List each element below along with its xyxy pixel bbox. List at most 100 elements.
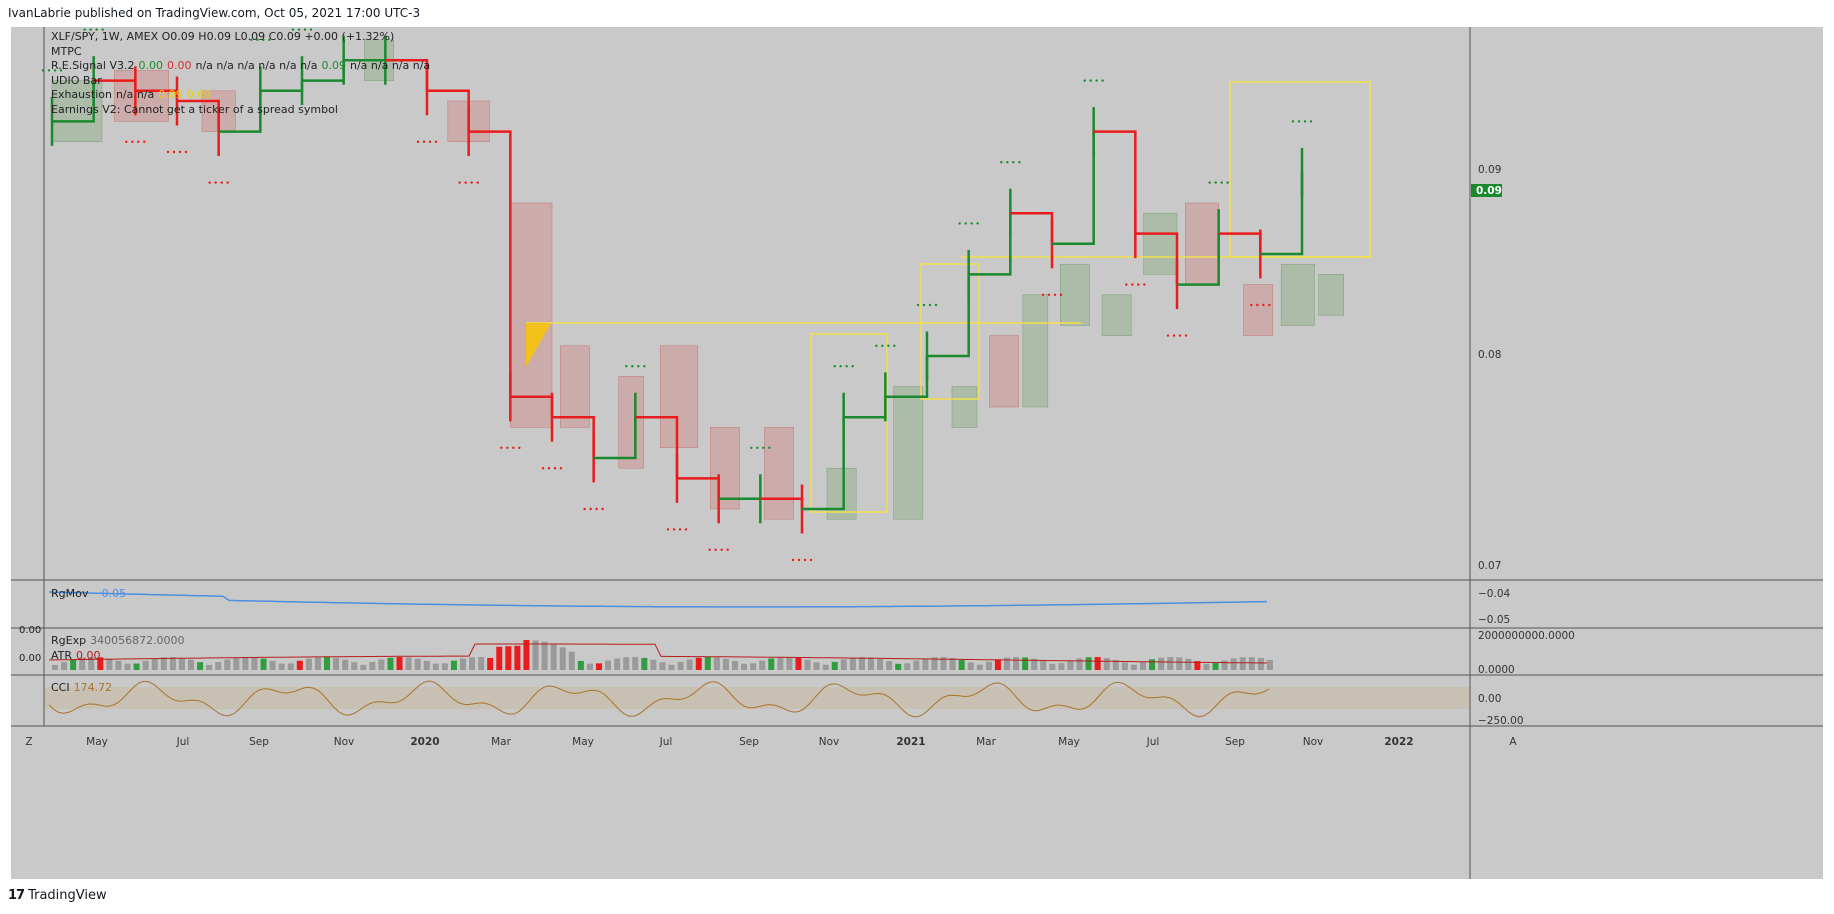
chart-frame[interactable]: 0.09 0.08 0.07 0.09 −0.04 −0.05 2000000000.000… xyxy=(11,27,1823,879)
auto-scale-button[interactable]: A xyxy=(1509,736,1517,748)
rgmov-tick-label: −0.04 xyxy=(1478,588,1510,600)
rgmov-tick-label: −0.05 xyxy=(1478,614,1510,626)
rgexp-bar xyxy=(586,663,593,670)
rgexp-bar xyxy=(614,658,621,670)
signal-dot xyxy=(1166,334,1170,337)
rgexp-bar xyxy=(623,657,630,670)
rgexp-bar xyxy=(414,658,421,670)
cci-tick-label: −250.00 xyxy=(1478,715,1524,727)
signal-dot xyxy=(1089,79,1092,82)
rgexp-bar xyxy=(314,657,321,670)
signal-zone xyxy=(510,202,553,428)
signal-dot xyxy=(434,140,438,143)
time-tick-label: Jul xyxy=(176,736,190,748)
signal-zone xyxy=(1143,212,1178,275)
zoom-button[interactable]: Z xyxy=(25,736,32,748)
signal-dot xyxy=(1083,79,1086,82)
cci-line xyxy=(48,680,1270,718)
signal-dot xyxy=(95,28,98,31)
signal-dot xyxy=(125,140,128,143)
signal-dot xyxy=(1018,161,1021,164)
time-tick-label: May xyxy=(86,736,108,748)
time-tick-label: Jul xyxy=(659,736,673,748)
tradingview-logo-icon: 17 xyxy=(8,888,25,903)
time-tick-label: 2021 xyxy=(896,736,925,748)
rgexp-bar xyxy=(1004,657,1010,670)
legend-re-signal: R.E.Signal V3.2 0.00 0.00 n/a n/a n/a n/a n… xyxy=(51,59,431,72)
price-step xyxy=(968,213,1012,276)
rgexp-bar xyxy=(1203,663,1210,670)
time-tick-label: Sep xyxy=(739,736,759,748)
price-tick-label: 0.07 xyxy=(1478,560,1501,572)
signal-dot xyxy=(958,222,961,225)
signal-dot xyxy=(922,303,926,307)
signal-dot xyxy=(809,558,813,562)
rgexp-bar xyxy=(949,657,956,670)
signal-dot xyxy=(672,528,676,531)
rgexp-bar xyxy=(985,661,992,670)
rgexp-bar xyxy=(260,658,267,670)
rgexp-bar xyxy=(650,659,657,670)
price-step xyxy=(52,80,95,123)
price-step xyxy=(177,99,220,132)
signal-zone xyxy=(710,427,740,510)
price-step xyxy=(760,497,804,509)
projection-box xyxy=(810,333,888,513)
price-step xyxy=(843,396,887,419)
signal-dot xyxy=(595,507,598,511)
signal-dot xyxy=(470,181,473,184)
rgexp-bar xyxy=(1040,661,1047,670)
signal-zone xyxy=(764,427,794,520)
signal-dot xyxy=(589,507,592,511)
rgexp-bar xyxy=(904,663,911,670)
signal-dot xyxy=(1291,120,1295,123)
rgexp-bar xyxy=(1158,657,1165,670)
signal-dot xyxy=(756,446,759,449)
rgexp-bar xyxy=(1248,657,1255,670)
rgexp-bar xyxy=(1013,657,1020,670)
rgexp-bar xyxy=(405,657,412,670)
signal-dot xyxy=(1125,283,1128,286)
signal-dot xyxy=(143,140,146,143)
rgexp-bar xyxy=(441,663,448,670)
signal-dot xyxy=(1250,303,1253,307)
rgexp-bar xyxy=(868,657,874,670)
signal-dot xyxy=(303,28,307,31)
rgexp-bar xyxy=(296,660,303,670)
price-step xyxy=(1010,211,1054,244)
rgexp-bar xyxy=(423,660,430,670)
chart-svg[interactable]: 0.09 0.08 0.07 0.09 −0.04 −0.05 2000000000.000… xyxy=(11,27,1823,879)
rgexp-bar xyxy=(160,657,167,670)
rgexp-bar xyxy=(1049,663,1056,670)
signal-dot xyxy=(541,467,545,470)
rgexp-bar xyxy=(97,657,104,670)
rgexp-bar xyxy=(1266,659,1273,670)
signal-zone xyxy=(989,335,1019,408)
last-price-badge xyxy=(1471,184,1502,197)
signal-dot xyxy=(214,181,217,184)
signal-dot xyxy=(268,38,271,41)
exhaustion-wedge xyxy=(526,323,551,367)
rgexp-bar xyxy=(550,644,557,670)
signal-zone xyxy=(1022,294,1049,408)
rgexp-bar xyxy=(496,646,503,670)
time-tick-label: Sep xyxy=(1225,736,1245,748)
signal-dot xyxy=(1047,293,1051,296)
rgexp-bar xyxy=(124,663,131,670)
rgexp-bar xyxy=(523,639,530,670)
rgexp-bar xyxy=(333,657,340,670)
price-step xyxy=(1052,131,1095,246)
rgexp-bar xyxy=(505,646,512,670)
rgexp-bar xyxy=(287,663,294,670)
signal-dot xyxy=(768,446,771,449)
signal-dot xyxy=(851,365,854,368)
signal-dot xyxy=(881,344,884,347)
time-tick-label: May xyxy=(572,736,594,748)
rgexp-bar xyxy=(931,657,938,670)
signal-dot xyxy=(250,38,253,41)
footer-brand[interactable]: TradingView xyxy=(28,888,107,903)
signal-dot xyxy=(1184,334,1188,337)
rgexp-bar xyxy=(1112,659,1119,670)
signal-dot xyxy=(297,28,301,31)
rgexp-bar xyxy=(269,660,276,670)
